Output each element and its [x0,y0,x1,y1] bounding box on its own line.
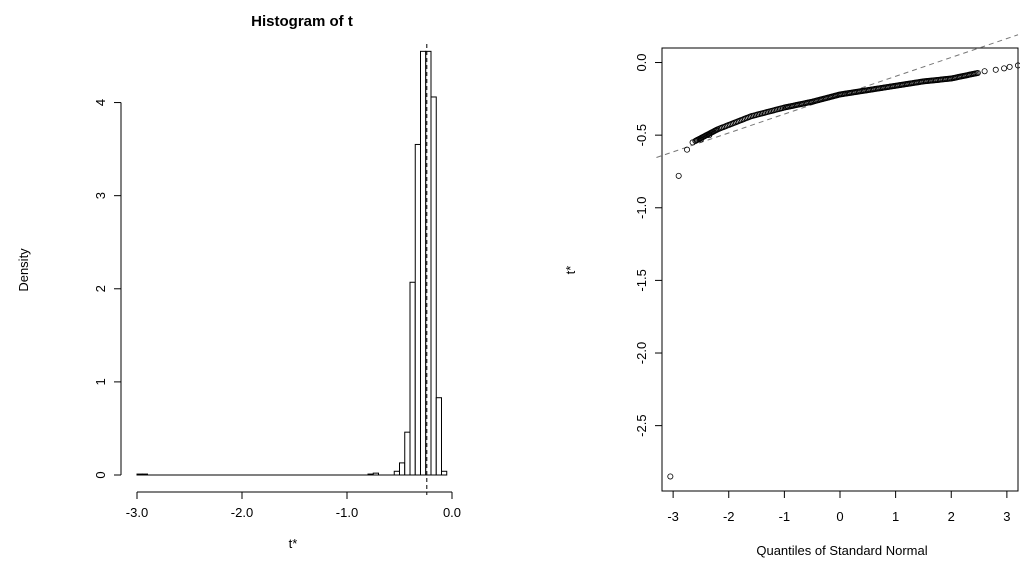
histogram-bar [367,473,374,476]
histogram-y-tick-label: 1 [93,378,108,385]
histogram-y-tick-label: 0 [93,471,108,478]
qq-point [689,139,696,146]
qq-point [974,69,981,76]
histogram-x-axis-title: t* [289,536,298,551]
qq-point [706,132,713,139]
qq-y-tick-label: -2.0 [634,342,649,364]
qq-x-tick-label: 1 [892,509,899,524]
qq-x-tick-label: -3 [667,509,679,524]
histogram-x-tick-label: -3.0 [126,505,148,520]
qq-point [992,66,999,73]
qq-points [667,62,1020,480]
histogram-bar [404,431,411,476]
histogram-bar [435,397,442,476]
histogram-bar [414,143,421,476]
histogram-bar [393,470,400,476]
qq-x-tick-label: 3 [1003,509,1010,524]
histogram-bar [372,472,379,476]
qq-point [697,136,704,143]
histogram-x-tick-label: 0.0 [443,505,461,520]
qq-x-axis-title: Quantiles of Standard Normal [756,543,927,558]
qq-plot-panel: -3 -2 -1 0 1 2 3 0.0 -0.5 -1.0 -1.5 -2.0 -2.5 Quanti… [563,34,1020,558]
qq-point [1001,65,1008,72]
histogram-bars [136,50,448,476]
qq-point [1015,62,1020,69]
qq-x-tick-label: -2 [723,509,735,524]
histogram-bar [420,50,427,476]
qq-x-tick-label: 0 [836,509,843,524]
qq-y-axis-title: t* [563,266,578,275]
histogram-bar [409,281,416,476]
qq-y-tick-label: -0.5 [634,124,649,146]
histogram-y-tick-label: 2 [93,285,108,292]
qq-plot-frame [661,47,1019,492]
histogram-x-tick-label: -1.0 [336,505,358,520]
histogram-y-tick-label: 4 [93,99,108,106]
histogram-bar [399,462,406,476]
qq-y-tick-label: -1.5 [634,269,649,291]
histogram-panel: Histogram of t -3.0 -2.0 -1.0 0.0 0 1 2 3 4 t* D… [16,13,461,551]
histogram-y-tick-label: 3 [93,192,108,199]
histogram-axes: -3.0 -2.0 -1.0 0.0 0 1 2 3 4 [93,99,461,520]
histogram-y-axis-title: Density [16,248,31,292]
qq-point [1006,63,1013,70]
qq-point [684,146,691,153]
qq-y-tick-label: -2.5 [634,414,649,436]
histogram-title: Histogram of t [251,13,353,30]
histogram-bar [441,470,448,476]
qq-y-tick-label: -1.0 [634,197,649,219]
qq-point [667,473,674,480]
histogram-bar [141,473,148,476]
histogram-x-tick-label: -2.0 [231,505,253,520]
qq-x-tick-label: -1 [779,509,791,524]
qq-x-tick-label: 2 [948,509,955,524]
qq-axes: -3 -2 -1 0 1 2 3 0.0 -0.5 -1.0 -1.5 -2.0 -2.5 [634,53,1010,524]
qq-point [981,68,988,75]
histogram-bar [430,96,437,476]
histogram-bar [136,473,143,476]
qq-y-tick-label: 0.0 [634,53,649,71]
qq-point [675,172,682,179]
